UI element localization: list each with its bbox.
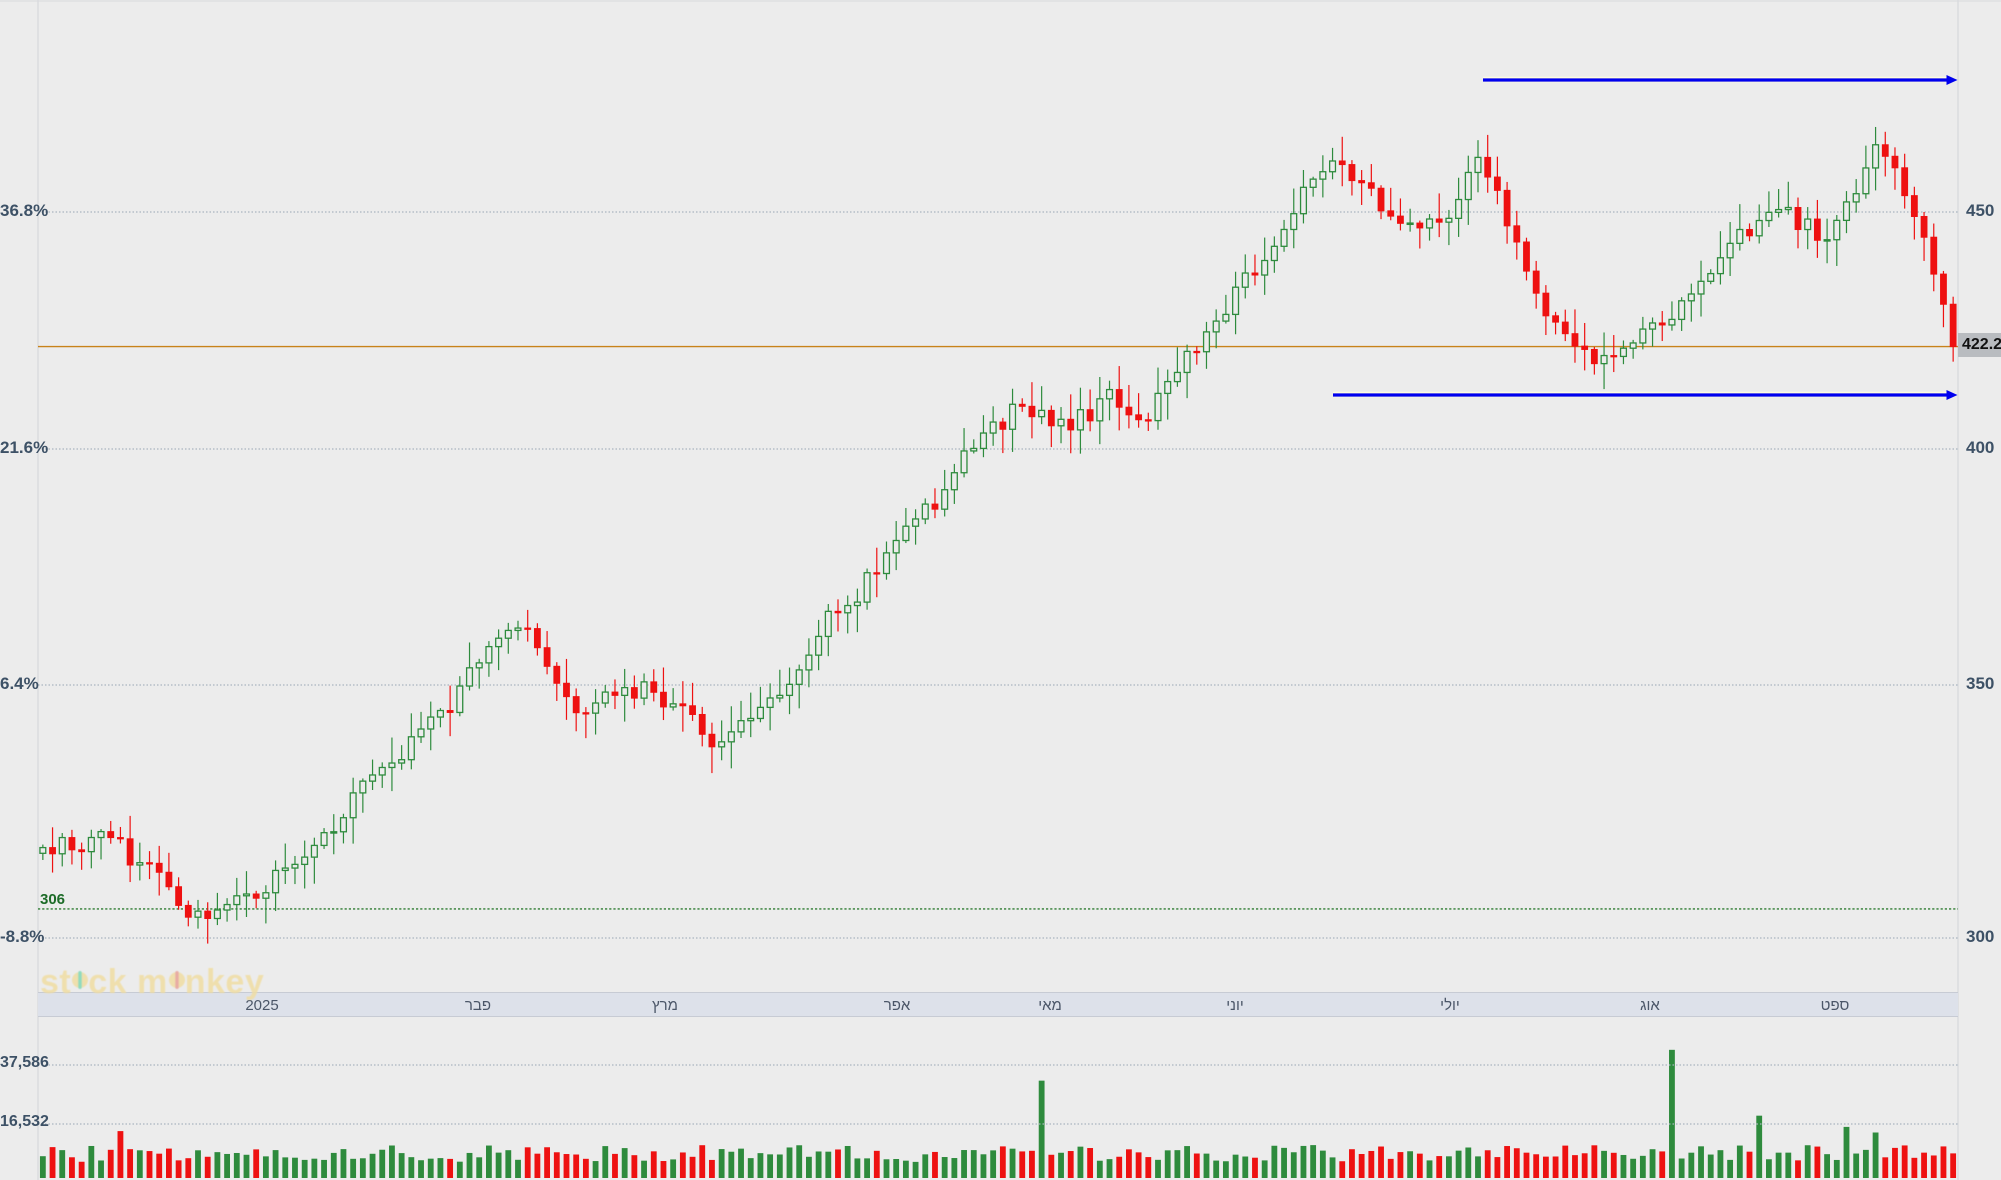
svg-text:306: 306 <box>40 891 65 908</box>
